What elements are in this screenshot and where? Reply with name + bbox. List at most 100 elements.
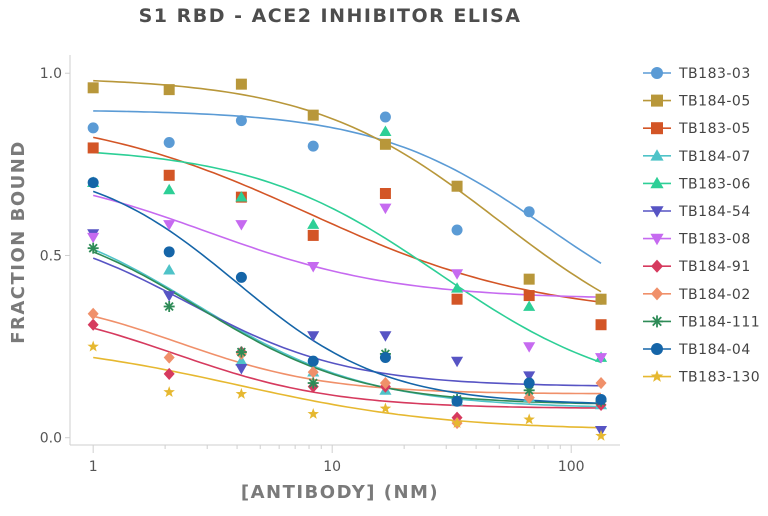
legend-marker	[651, 343, 663, 355]
fit-curve-TB184-91	[92, 327, 601, 409]
legend-item-TB183-08[interactable]: TB183-08	[643, 232, 751, 248]
data-point-TB183-03	[379, 111, 391, 123]
data-point-TB183-05	[163, 169, 175, 181]
data-point-TB184-02	[163, 351, 175, 364]
data-point-TB183-130	[87, 340, 99, 352]
data-point-TB184-54	[379, 331, 392, 342]
data-point-TB184-05	[307, 109, 319, 121]
fit-curve-TB184-54	[92, 257, 601, 387]
y-axis-label: FRACTION BOUND	[8, 140, 29, 344]
data-point-TB183-08	[379, 203, 392, 215]
data-point-TB184-07	[235, 355, 248, 366]
legend-label: TB184-54	[678, 204, 751, 220]
data-point-TB183-05	[379, 188, 391, 200]
data-point-TB183-05	[451, 293, 463, 305]
y-tick-label: 1.0	[40, 66, 62, 82]
fit-curve-TB183-130	[93, 356, 602, 429]
data-point-TB183-05	[595, 319, 607, 331]
legend-item-TB184-111[interactable]: TB184-111	[643, 314, 760, 330]
data-point-TB184-54	[307, 331, 320, 342]
legend-item-TB184-54[interactable]: TB184-54	[643, 204, 751, 220]
data-point-TB183-08	[523, 342, 536, 353]
legend-item-TB183-130[interactable]: TB183-130	[643, 370, 760, 386]
legend-item-TB184-05[interactable]: TB184-05	[643, 94, 751, 110]
data-point-TB183-08	[235, 220, 248, 231]
data-point-TB184-05	[379, 138, 391, 150]
data-point-TB183-06	[235, 191, 248, 202]
data-point-TB184-111	[87, 242, 99, 254]
data-point-TB184-04	[595, 393, 607, 405]
legend-item-TB183-06[interactable]: TB183-06	[643, 176, 751, 192]
legend-marker	[651, 122, 663, 135]
legend-item-TB184-07[interactable]: TB184-07	[643, 149, 751, 165]
data-point-TB183-130	[451, 417, 463, 428]
legend-item-TB183-05[interactable]: TB183-05	[643, 121, 751, 137]
data-point-TB184-91	[87, 318, 99, 331]
fit-curve-TB183-03	[93, 110, 602, 264]
data-point-TB183-08	[163, 220, 176, 231]
legend-item-TB183-03[interactable]: TB183-03	[643, 66, 751, 82]
legend-marker	[650, 149, 664, 161]
data-point-TB184-04	[163, 246, 175, 258]
data-point-TB183-08	[451, 269, 464, 280]
legend-label: TB184-04	[678, 342, 751, 358]
data-point-TB184-04	[307, 355, 319, 367]
data-point-TB183-06	[523, 300, 536, 311]
data-point-TB184-04	[379, 352, 391, 364]
data-point-TB184-02	[379, 376, 391, 390]
data-point-TB184-05	[523, 273, 535, 285]
legend-item-TB184-91[interactable]: TB184-91	[643, 259, 751, 275]
data-point-TB183-05	[87, 142, 99, 154]
data-point-TB184-07	[163, 263, 176, 275]
fit-curve-TB183-05	[93, 136, 602, 303]
legend-label: TB184-91	[678, 259, 751, 275]
data-point-TB183-06	[379, 125, 392, 136]
data-point-TB183-130	[163, 386, 175, 397]
data-point-TB183-06	[163, 183, 176, 195]
legend-marker	[651, 315, 663, 328]
data-point-TB184-54	[523, 371, 536, 382]
data-point-TB184-54	[163, 291, 176, 302]
fit-curve-TB183-08	[93, 194, 602, 298]
fit-curve-TB184-111	[92, 251, 602, 405]
data-point-TB184-02	[307, 366, 319, 379]
fit-curve-TB183-06	[93, 151, 602, 364]
legend: TB183-03 TB184-05 TB183-05 TB184-07 TB183-06…	[643, 66, 760, 386]
legend-item-TB184-02[interactable]: TB184-02	[643, 287, 751, 303]
data-point-TB184-04	[235, 271, 247, 283]
data-point-TB184-02	[523, 391, 535, 404]
data-point-TB184-111	[235, 346, 247, 358]
legend-label: TB183-06	[678, 176, 751, 192]
legend-marker	[651, 259, 663, 273]
fit-curve-TB184-02	[93, 315, 601, 395]
legend-marker	[651, 287, 663, 301]
data-point-TB184-111	[307, 377, 319, 389]
legend-marker	[651, 67, 663, 79]
data-point-TB183-06	[307, 218, 320, 229]
y-tick-label: 0.0	[40, 431, 62, 447]
legend-marker	[651, 94, 663, 107]
data-point-TB183-06	[451, 282, 464, 293]
data-point-TB184-05	[235, 78, 247, 90]
axes: 0.0 0.5 1.0 1 10 100	[40, 55, 620, 475]
legend-item-TB184-04[interactable]: TB184-04	[643, 342, 751, 358]
legend-marker	[650, 233, 664, 246]
data-point-TB183-130	[379, 402, 392, 414]
legend-label: TB184-05	[678, 94, 751, 110]
legend-label: TB184-02	[678, 287, 751, 303]
data-point-TB183-130	[595, 429, 607, 441]
data-point-TB184-04	[451, 395, 463, 407]
legend-label: TB184-07	[678, 149, 751, 165]
data-point-TB183-08	[594, 353, 608, 364]
data-point-TB184-91	[163, 367, 175, 380]
legend-marker	[650, 370, 664, 382]
data-point-TB183-08	[307, 262, 320, 273]
data-point-TB184-54	[235, 364, 248, 375]
fit-curve-TB184-05	[93, 79, 602, 293]
legend-label: TB183-08	[678, 232, 751, 248]
legend-marker	[650, 176, 664, 189]
data-point-TB184-04	[523, 377, 535, 389]
legend-label: TB183-05	[678, 121, 751, 137]
